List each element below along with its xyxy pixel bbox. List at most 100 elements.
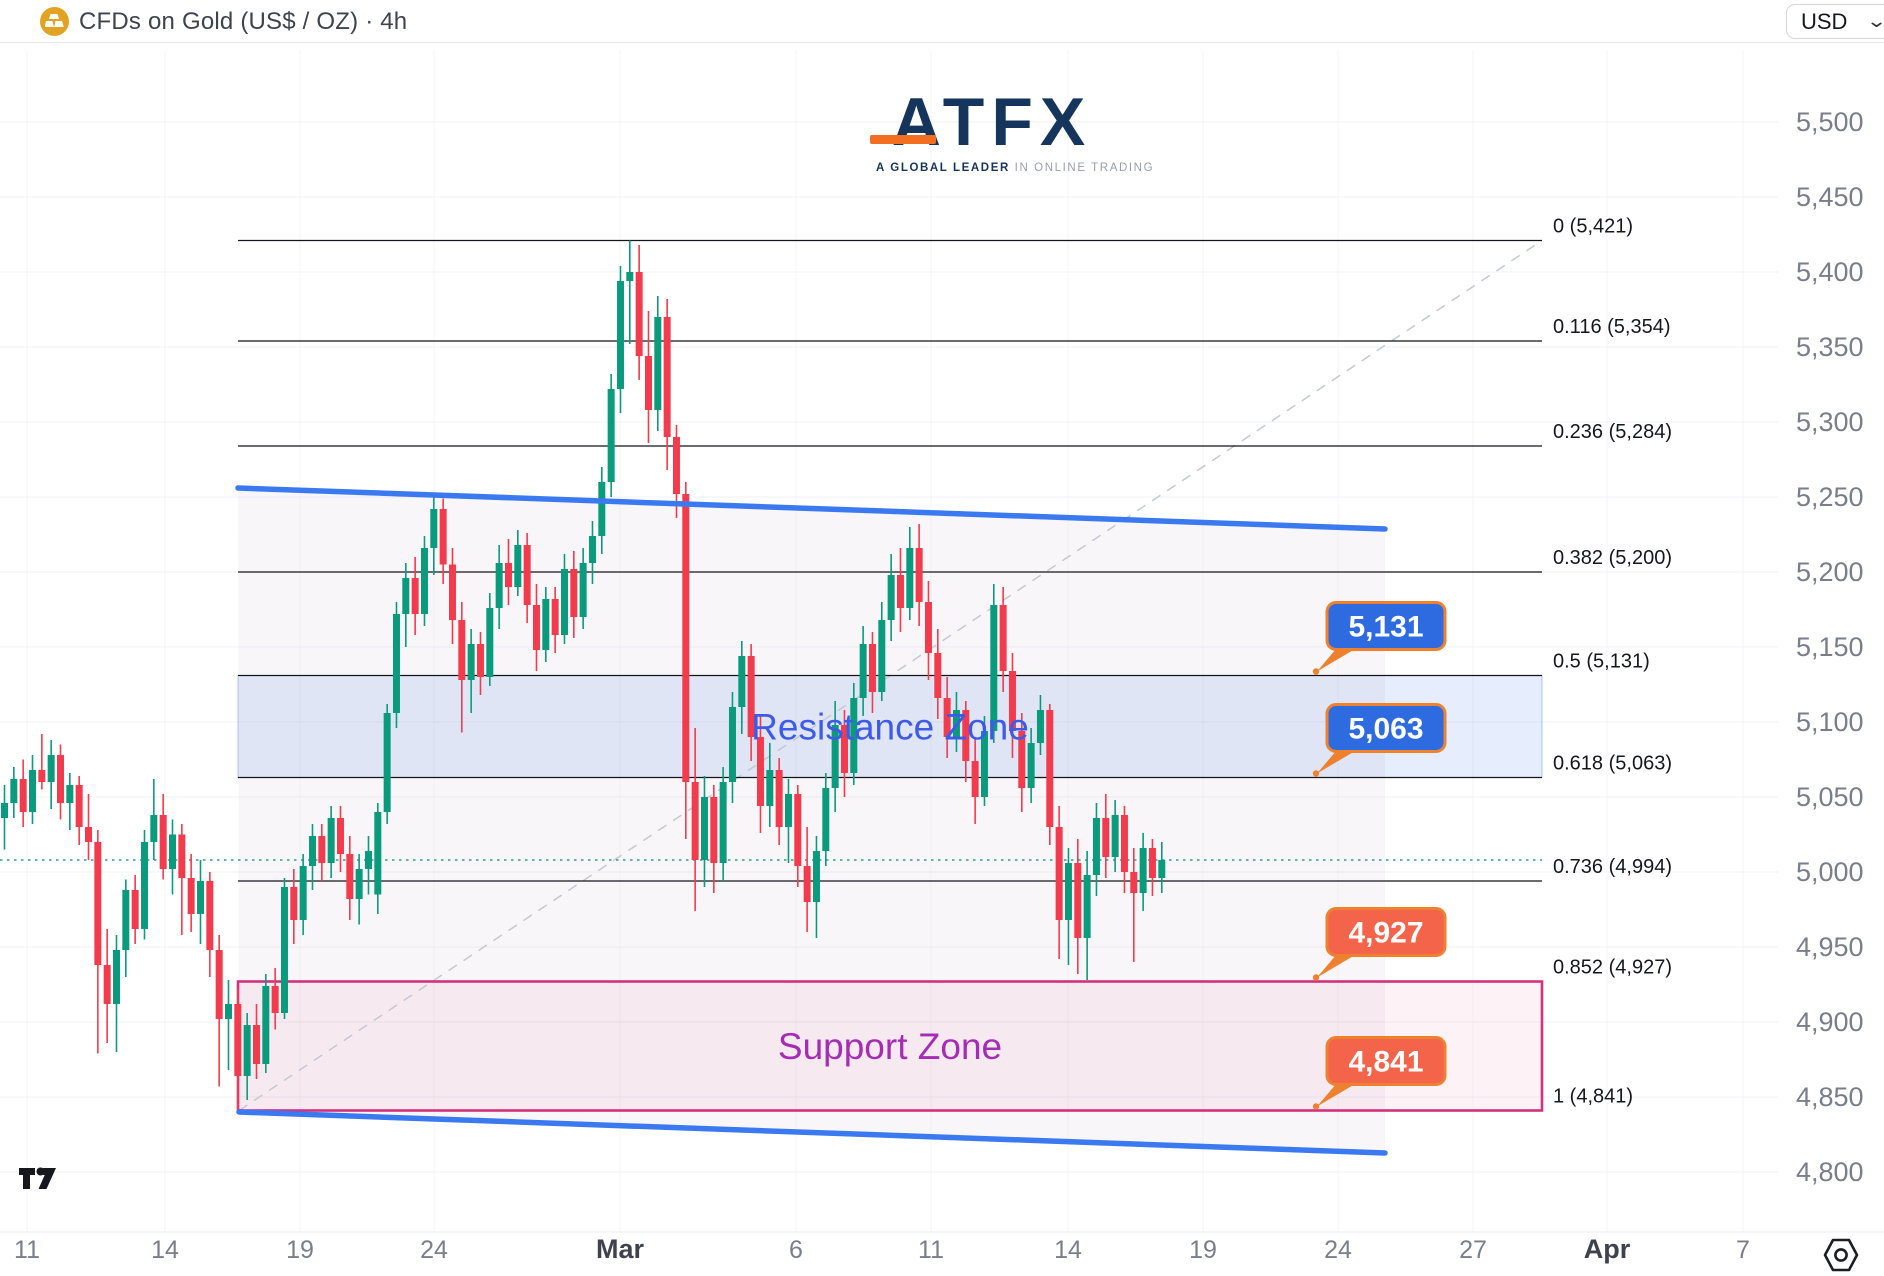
candle-down	[635, 272, 643, 356]
candle-down	[794, 794, 802, 866]
candle-up	[10, 779, 18, 803]
candle-up	[467, 644, 475, 680]
candle-down	[1018, 731, 1026, 788]
channel-fill	[238, 488, 1385, 1153]
candle-down	[215, 950, 223, 1019]
price-axis-label: 4,900	[1796, 1007, 1864, 1037]
time-axis-label: 24	[1324, 1236, 1352, 1264]
candle-up	[878, 620, 886, 692]
candle-down	[187, 878, 195, 914]
candle-up	[812, 851, 820, 902]
candle-down	[159, 815, 167, 869]
fib-level-label: 0.5 (5,131)	[1553, 651, 1650, 673]
candle-up	[383, 713, 391, 812]
callout-price-label: 4,927	[1348, 917, 1423, 950]
candle-down	[663, 317, 671, 437]
candle-down	[924, 602, 932, 653]
candle-up	[607, 389, 615, 482]
candle-down	[206, 881, 214, 950]
candle-down	[1130, 872, 1138, 893]
fib-level-label: 1 (4,841)	[1553, 1086, 1633, 1108]
price-axis-label: 5,000	[1796, 857, 1864, 887]
candle-down	[439, 509, 447, 565]
candle-down	[1074, 863, 1082, 938]
fib-level-label: 0.852 (4,927)	[1553, 957, 1672, 979]
callout-price-label: 4,841	[1348, 1046, 1423, 1079]
candle-down	[682, 494, 690, 782]
price-axis-label: 5,200	[1796, 557, 1864, 587]
candle-down	[803, 866, 811, 902]
callout-anchor-dot	[1312, 1103, 1320, 1110]
candle-up	[140, 842, 148, 929]
candle-down	[290, 887, 298, 920]
candle-up	[766, 770, 774, 806]
candle-down	[691, 782, 699, 860]
candle-down	[999, 605, 1007, 671]
candle-up	[495, 563, 503, 608]
candle-up	[1092, 818, 1100, 875]
candle-down	[570, 569, 578, 617]
callout-bubble	[1325, 703, 1447, 753]
candle-down	[1120, 815, 1128, 872]
candle-down	[551, 599, 559, 635]
price-axis-label: 5,450	[1796, 182, 1864, 212]
candle-down	[178, 834, 186, 878]
candle-down	[672, 437, 680, 494]
candle-down	[476, 644, 484, 677]
candle-down	[336, 818, 344, 854]
candle-down	[756, 737, 764, 806]
candle-up	[1, 803, 8, 818]
candle-down	[747, 656, 755, 737]
support-zone	[238, 981, 1542, 1111]
candle-up	[719, 782, 727, 863]
candle-up	[859, 644, 867, 698]
callout-tail	[1317, 1080, 1361, 1107]
candle-down	[346, 854, 354, 899]
candle-up	[374, 812, 382, 895]
price-axis-label: 4,950	[1796, 932, 1864, 962]
candle-up	[150, 815, 158, 842]
time-axis-label: 19	[286, 1236, 314, 1264]
tradingview-icon[interactable]	[18, 1166, 58, 1201]
candle-down	[38, 770, 46, 782]
candle-up	[626, 272, 634, 281]
currency-select[interactable]: USD ⌄	[1786, 4, 1884, 39]
atfx-logo: ATFX A GLOBAL LEADER IN ONLINE TRADING	[870, 88, 1153, 174]
price-axis-label: 5,100	[1796, 707, 1864, 737]
callout-anchor-dot	[1312, 974, 1320, 981]
candle-up	[262, 986, 270, 1064]
candle-down	[458, 620, 466, 680]
callout-price-label: 5,063	[1348, 713, 1423, 746]
candle-up	[990, 605, 998, 731]
candle-up	[299, 866, 307, 920]
candle-down	[1046, 710, 1054, 827]
time-axis-label: 14	[151, 1236, 179, 1264]
time-axis-label: 27	[1459, 1236, 1487, 1264]
callout-tail	[1317, 951, 1361, 978]
candle-down	[131, 890, 139, 929]
price-axis-label: 5,250	[1796, 482, 1864, 512]
price-axis-label: 5,050	[1796, 782, 1864, 812]
candle-down	[710, 797, 718, 863]
candle-up	[831, 725, 839, 788]
candle-up	[430, 509, 438, 548]
candle-down	[971, 761, 979, 797]
candle-up	[560, 569, 568, 635]
candle-up	[822, 788, 830, 851]
candle-up	[579, 563, 587, 617]
candle-down	[1148, 848, 1156, 878]
resistance-zone-label: Resistance Zone	[751, 707, 1029, 748]
candle-down	[532, 605, 540, 650]
candle-down	[644, 356, 652, 410]
candle-up	[887, 575, 895, 620]
candle-down	[775, 770, 783, 827]
price-axis-label: 5,350	[1796, 332, 1864, 362]
candle-up	[1027, 743, 1035, 788]
price-axis-label: 4,850	[1796, 1082, 1864, 1112]
hexagon-nut-icon[interactable]	[1820, 1236, 1862, 1276]
candle-down	[523, 545, 531, 605]
fib-level-label: 0.382 (5,200)	[1553, 547, 1672, 569]
symbol-title-row: CFDs on Gold (US$ / OZ) · 4h	[40, 7, 407, 36]
candle-down	[84, 827, 92, 842]
